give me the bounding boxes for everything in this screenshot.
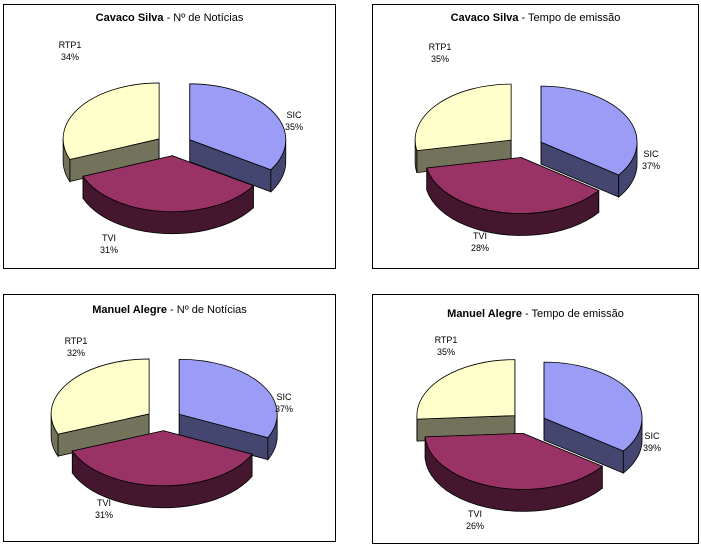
chart-title: Cavaco Silva - Nº de Notícias	[4, 12, 335, 24]
pie-slice-sic	[424, 432, 604, 512]
slice-label-percent: 37%	[275, 404, 293, 414]
chart-title-metric: - Tempo de emissão	[521, 308, 624, 320]
pie-slice-sic	[82, 155, 255, 235]
pie-slice-sic	[71, 430, 253, 509]
slice-label-name: TVI	[97, 498, 111, 508]
slice-label-name: RTP1	[435, 335, 458, 345]
slice-label-name: SIC	[643, 149, 659, 159]
slice-label-name: RTP1	[65, 336, 88, 346]
slice-label-percent: 31%	[100, 245, 118, 255]
pie-slice-rtp1	[543, 361, 643, 474]
slice-label-percent: 31%	[95, 510, 113, 520]
slice-label-percent: 35%	[431, 54, 449, 64]
chart-title: Manuel Alegre - Tempo de emissão	[373, 308, 698, 320]
chart-panel-alegre-noticias: Manuel Alegre - Nº de Notícias RTP1 32% SI…	[3, 294, 336, 542]
slice-label-name: SIC	[644, 431, 660, 441]
slice-label-percent: 34%	[61, 52, 79, 62]
pie-slice-sic	[426, 156, 600, 236]
chart-title: Cavaco Silva - Tempo de emissão	[373, 12, 698, 24]
pie-slice-rtp1	[178, 358, 278, 461]
pie-chart-svg: RTP1 35% SIC 37% TVI 28%	[414, 42, 660, 253]
pie-chart-svg: RTP1 34% SIC 35% TVI 31%	[59, 40, 303, 255]
slice-label-percent: 39%	[643, 443, 661, 453]
chart-title: Manuel Alegre - Nº de Notícias	[4, 304, 335, 316]
slice-label-percent: 32%	[67, 348, 85, 358]
pie-slice-tvi	[50, 358, 150, 458]
slice-label-name: SIC	[276, 392, 292, 402]
chart-title-candidate: Cavaco Silva	[95, 12, 164, 24]
chart-title-candidate: Manuel Alegre	[447, 308, 522, 320]
slice-label-percent: 28%	[471, 243, 489, 253]
chart-title-metric: - Tempo de emissão	[518, 12, 621, 24]
pie-chart-svg: RTP1 35% SIC 39% TVI 26%	[416, 335, 661, 531]
slice-label-name: TVI	[473, 231, 487, 241]
chart-panel-cavaco-noticias: Cavaco Silva - Nº de Notícias RTP1 34% SIC…	[3, 4, 336, 269]
chart-panel-cavaco-tempo: Cavaco Silva - Tempo de emissão RTP1 35% S…	[372, 4, 699, 269]
slice-label-percent: 35%	[437, 347, 455, 357]
slice-label-name: TVI	[102, 233, 116, 243]
pie-slice-tvi	[414, 83, 512, 174]
slice-label-name: RTP1	[59, 40, 82, 50]
slice-label-percent: 37%	[642, 161, 660, 171]
slice-label-name: RTP1	[429, 42, 452, 52]
pie-slice-rtp1	[189, 83, 287, 193]
chart-title-metric: - Nº de Notícias	[166, 304, 247, 316]
slice-label-percent: 26%	[466, 521, 484, 531]
pie-chart-svg: RTP1 32% SIC 37% TVI 31%	[50, 336, 293, 520]
pie-slice-tvi	[62, 82, 160, 183]
slice-label-percent: 35%	[285, 122, 303, 132]
chart-title-candidate: Cavaco Silva	[450, 12, 519, 24]
slice-label-name: TVI	[468, 509, 482, 519]
chart-panel-alegre-tempo: Manuel Alegre - Tempo de emissão RTP1 35%…	[372, 294, 699, 544]
chart-title-candidate: Manuel Alegre	[92, 304, 167, 316]
pie-slice-tvi	[416, 359, 516, 442]
pie-slice-rtp1	[540, 85, 638, 198]
slice-label-name: SIC	[286, 110, 302, 120]
chart-title-metric: - Nº de Notícias	[163, 12, 244, 24]
